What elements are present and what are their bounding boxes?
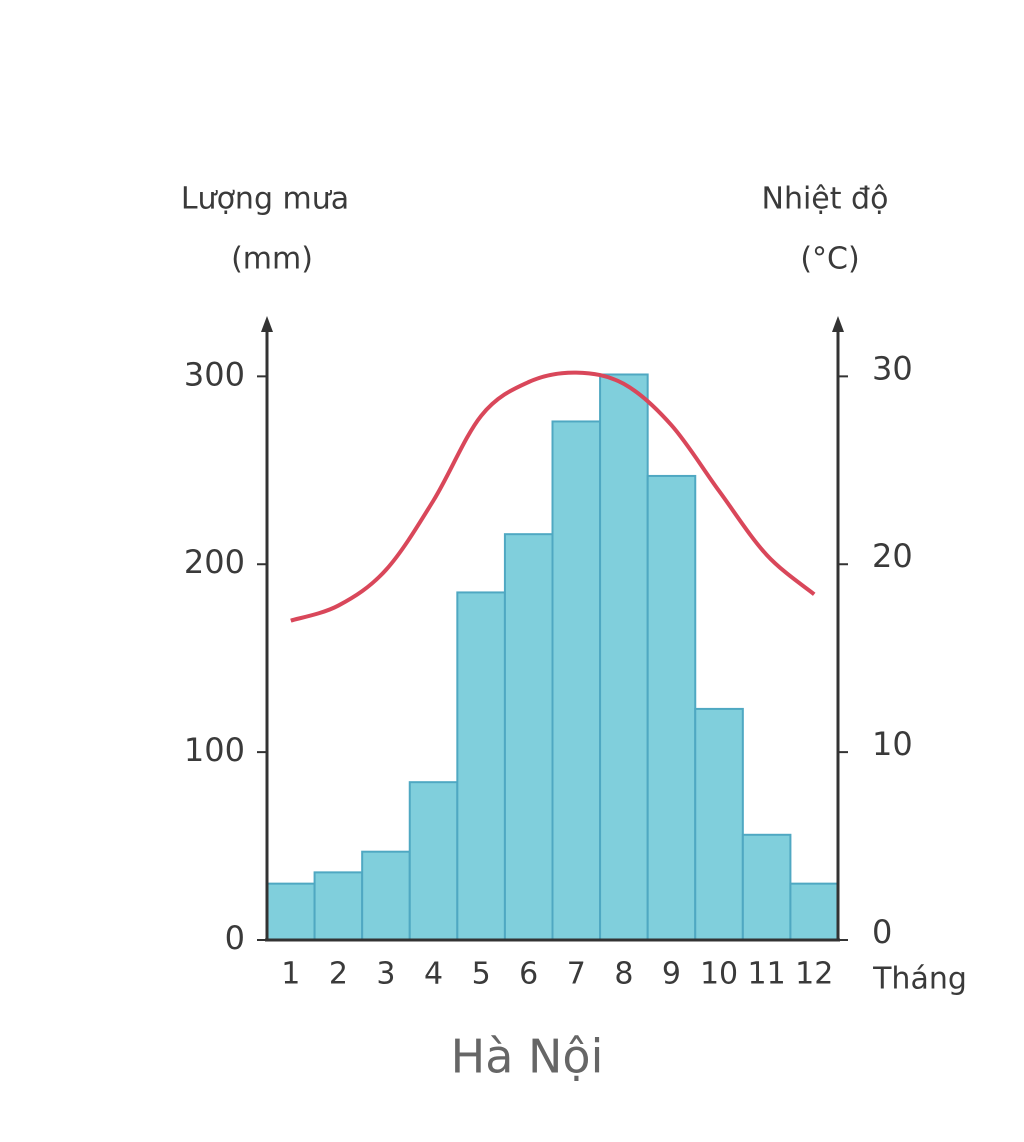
y2-tick-label: 10 [872,725,913,763]
x-tick-label: 1 [281,957,300,992]
bar [503,533,554,941]
bar [694,707,744,942]
x-tick-label: 6 [519,957,538,992]
x-tick-label: 5 [472,957,491,992]
x-tick-label: 3 [376,957,395,992]
bar [361,850,411,941]
y2-axis-arrow [832,316,844,332]
temperature-line [290,370,816,623]
x-tick-label: 11 [748,957,786,992]
bar [551,420,602,942]
x-tick-label: 12 [795,957,833,992]
y-tick-label: 0 [225,919,245,957]
x-tick-label: 8 [614,957,633,992]
y2-tick-label: 0 [872,913,892,951]
y-tick-label: 200 [184,543,245,581]
bar [456,591,506,941]
y-axis-unit: (mm) [231,242,313,277]
x-tick-label: 10 [700,957,738,992]
x-tick-label: 7 [567,957,586,992]
bar [741,833,792,942]
x-tick-label: 4 [424,957,443,992]
y-axis-arrow [261,316,273,332]
y2-tick-label: 20 [872,537,913,575]
y2-axis-unit: (°C) [800,242,859,277]
bar [408,781,459,941]
y-axis-label: Lượng mưa [181,182,349,217]
bar [789,882,840,941]
x-tick-label: 9 [662,957,681,992]
x-tick-label: 2 [329,957,348,992]
bar [646,474,697,941]
bar [599,373,649,941]
y2-axis-label: Nhiệt độ [762,182,889,217]
y-tick-label: 300 [184,355,245,393]
bar [266,882,316,941]
x-axis-label: Tháng [872,962,967,997]
y2-tick-label: 30 [872,349,913,387]
y-tick-label: 100 [184,731,245,769]
bar [313,871,364,942]
chart-title: Hà Nội [451,1030,604,1084]
